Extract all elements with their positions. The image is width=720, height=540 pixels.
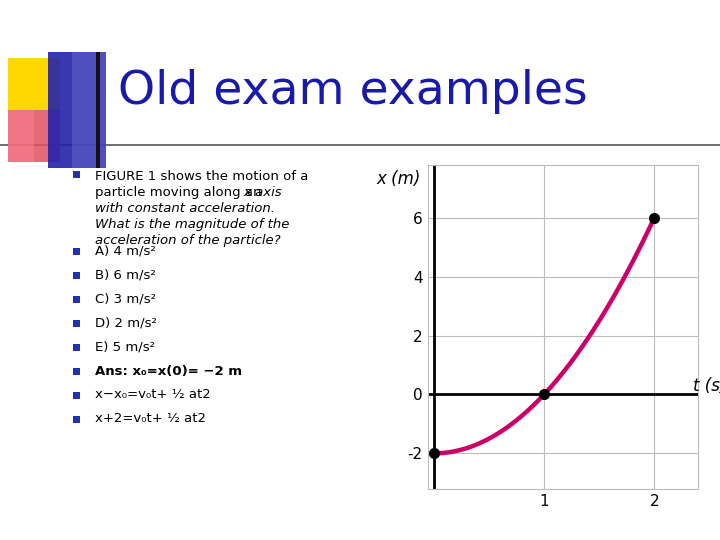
Bar bbox=[73, 171, 79, 178]
Text: C) 3 m/s²: C) 3 m/s² bbox=[95, 293, 156, 306]
Text: Old exam examples: Old exam examples bbox=[118, 70, 588, 114]
Bar bbox=[72, 52, 106, 168]
Bar bbox=[73, 320, 79, 327]
Bar bbox=[73, 272, 79, 279]
Bar bbox=[73, 343, 79, 350]
Bar bbox=[8, 110, 34, 162]
Bar bbox=[48, 52, 106, 168]
Text: A) 4 m/s²: A) 4 m/s² bbox=[95, 245, 156, 258]
Text: t (s): t (s) bbox=[693, 376, 720, 395]
Bar bbox=[73, 368, 79, 375]
Text: x+2=v₀t+ ½ at2: x+2=v₀t+ ½ at2 bbox=[95, 413, 206, 426]
Text: B) 6 m/s²: B) 6 m/s² bbox=[95, 268, 156, 281]
Text: with constant acceleration.: with constant acceleration. bbox=[95, 202, 275, 215]
Text: FIGURE 1 shows the motion of a: FIGURE 1 shows the motion of a bbox=[95, 170, 308, 183]
Text: acceleration of the particle?: acceleration of the particle? bbox=[95, 234, 281, 247]
Bar bbox=[96, 52, 100, 168]
Text: D) 2 m/s²: D) 2 m/s² bbox=[95, 316, 157, 329]
Bar bbox=[8, 58, 60, 110]
Text: x axis: x axis bbox=[243, 186, 282, 199]
Text: x (m): x (m) bbox=[377, 171, 420, 188]
Text: Ans: x₀=x(0)= −2 m: Ans: x₀=x(0)= −2 m bbox=[95, 364, 242, 377]
Bar bbox=[8, 110, 60, 162]
Bar bbox=[73, 247, 79, 254]
Text: x−x₀=v₀t+ ½ at2: x−x₀=v₀t+ ½ at2 bbox=[95, 388, 211, 402]
Text: What is the magnitude of the: What is the magnitude of the bbox=[95, 218, 289, 231]
Bar bbox=[73, 295, 79, 302]
Text: E) 5 m/s²: E) 5 m/s² bbox=[95, 341, 155, 354]
Text: particle moving along an: particle moving along an bbox=[95, 186, 266, 199]
Bar bbox=[73, 392, 79, 399]
Bar bbox=[73, 415, 79, 422]
